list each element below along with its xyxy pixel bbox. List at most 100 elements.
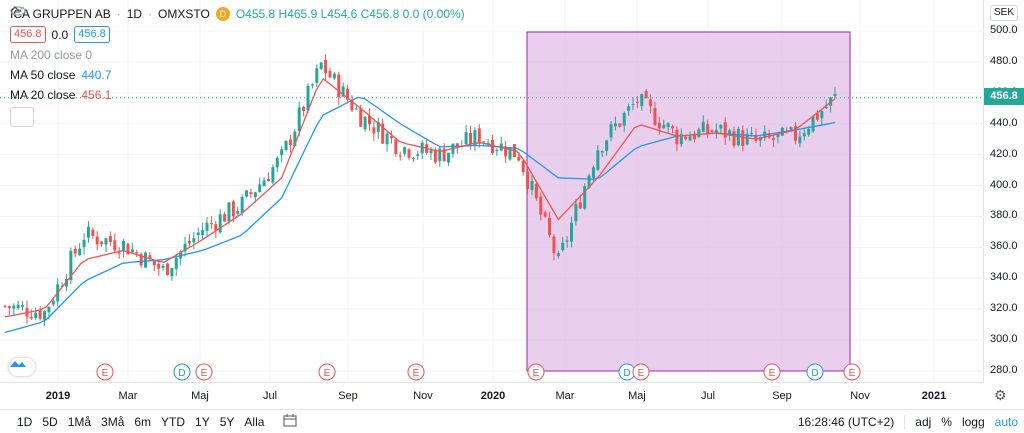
candle-body — [78, 248, 82, 256]
svg-text:E: E — [638, 368, 645, 379]
candle-body — [758, 137, 762, 141]
range-1d[interactable]: 1D — [17, 414, 33, 429]
candle-body — [240, 196, 244, 214]
candle-body — [130, 249, 134, 253]
earnings-event-marker[interactable]: E — [318, 363, 336, 381]
candle-body — [649, 99, 653, 107]
candle-body — [367, 115, 371, 125]
clock-time[interactable]: 16:28:46 (UTC+2) — [797, 414, 895, 429]
collapse-legend-button[interactable] — [10, 6, 34, 127]
candle-body — [275, 157, 279, 168]
tradingview-logo[interactable] — [9, 358, 35, 376]
candle-body — [526, 171, 530, 189]
symbol-interval[interactable]: 1D — [126, 7, 143, 21]
candle-body — [113, 240, 117, 251]
indicator-ma50[interactable]: MA 50 close 440.7 — [10, 67, 465, 83]
candle-body — [187, 240, 191, 244]
price-axis[interactable]: SEK 500.0480.0460.0440.0420.0400.0380.03… — [984, 0, 1024, 383]
candle-body — [627, 106, 631, 111]
candle-body — [3, 305, 7, 307]
candle-body — [170, 268, 174, 277]
settings-gear-icon[interactable]: ⚙ — [994, 387, 1007, 403]
range-5d[interactable]: 5D — [42, 414, 58, 429]
candle-body — [218, 214, 222, 233]
candle-body — [728, 130, 732, 135]
earnings-event-marker[interactable]: E — [407, 363, 425, 381]
candle-body — [223, 214, 227, 222]
candle-body — [385, 133, 389, 145]
range-1y[interactable]: 1Y — [195, 414, 210, 429]
candle-body — [653, 107, 657, 126]
earnings-event-marker[interactable]: E — [96, 363, 114, 381]
dividend-event-marker[interactable]: D — [173, 363, 191, 381]
candle-body — [214, 224, 218, 231]
bottom-right-controls: 16:28:46 (UTC+2) adj % logg auto — [797, 414, 1024, 429]
time-axis[interactable]: 2019 Mar Maj Jul Sep Nov 2020 Mar Maj Jul Sep Nov 20… — [0, 383, 984, 409]
candle-body — [82, 239, 86, 248]
range-1m[interactable]: 1Må — [67, 414, 92, 429]
buy-price[interactable]: 456.8 — [74, 26, 110, 43]
auto-toggle[interactable]: auto — [994, 414, 1018, 429]
candle-body — [69, 250, 73, 281]
range-6m[interactable]: 6m — [134, 414, 152, 429]
candle-body — [73, 248, 77, 254]
price-tick: 440.0 — [990, 116, 1018, 129]
adj-toggle[interactable]: adj — [915, 414, 932, 429]
currency-label[interactable]: SEK — [990, 5, 1019, 21]
price-tick: 500.0 — [990, 24, 1018, 36]
candle-body — [640, 94, 644, 106]
calendar-goto-icon[interactable] — [283, 413, 297, 430]
sell-price[interactable]: 456.8 — [10, 26, 46, 43]
candle-body — [51, 300, 55, 305]
candle-body — [139, 254, 143, 266]
earnings-event-marker[interactable]: E — [195, 363, 213, 381]
earnings-event-marker[interactable]: E — [763, 363, 781, 381]
range-5y[interactable]: 5Y — [219, 414, 235, 429]
time-tick: Sep — [772, 390, 792, 402]
dividend-event-marker[interactable]: D — [806, 363, 824, 381]
indicator-ma200[interactable]: MA 200 close 0 — [10, 6, 465, 63]
candle-body — [455, 143, 459, 148]
range-ytd[interactable]: YTD — [161, 414, 186, 429]
candle-body — [271, 167, 275, 183]
range-3m[interactable]: 3Må — [101, 414, 125, 429]
candle-body — [363, 116, 367, 130]
symbol-name[interactable]: ICA GRUPPEN AB — [10, 7, 111, 21]
time-tick: Jul — [700, 390, 716, 402]
candle-body — [231, 201, 235, 217]
candle-body — [732, 131, 736, 146]
candle-body — [165, 263, 169, 276]
candle-body — [104, 238, 108, 245]
candle-body — [152, 259, 156, 266]
candle-body — [631, 104, 635, 106]
svg-text:E: E — [849, 368, 856, 379]
candle-body — [495, 149, 499, 151]
earnings-event-marker[interactable]: E — [632, 363, 650, 381]
candle-body — [613, 123, 617, 127]
indicator-ma20[interactable]: MA 20 close 456.1 — [10, 87, 465, 103]
earnings-event-marker[interactable]: E — [527, 363, 545, 381]
candle-body — [249, 191, 253, 195]
candle-body — [337, 74, 341, 98]
candle-body — [183, 243, 187, 252]
candle-body — [596, 150, 600, 170]
candle-body — [429, 150, 433, 154]
earnings-event-marker[interactable]: E — [843, 363, 861, 381]
candle-body — [346, 88, 350, 100]
candle-body — [605, 140, 609, 151]
candle-body — [319, 62, 323, 69]
candle-body — [587, 175, 591, 188]
candle-body — [315, 68, 319, 83]
candle-body — [293, 131, 297, 146]
percent-toggle[interactable]: % — [941, 414, 952, 429]
candle-body — [258, 184, 262, 192]
range-all[interactable]: Alla — [244, 414, 265, 429]
candle-body — [398, 155, 402, 157]
candle-body — [820, 111, 824, 119]
svg-text:E: E — [533, 368, 540, 379]
log-toggle[interactable]: logg — [961, 414, 985, 429]
time-tick: Mar — [118, 390, 138, 402]
candle-body — [7, 306, 11, 309]
